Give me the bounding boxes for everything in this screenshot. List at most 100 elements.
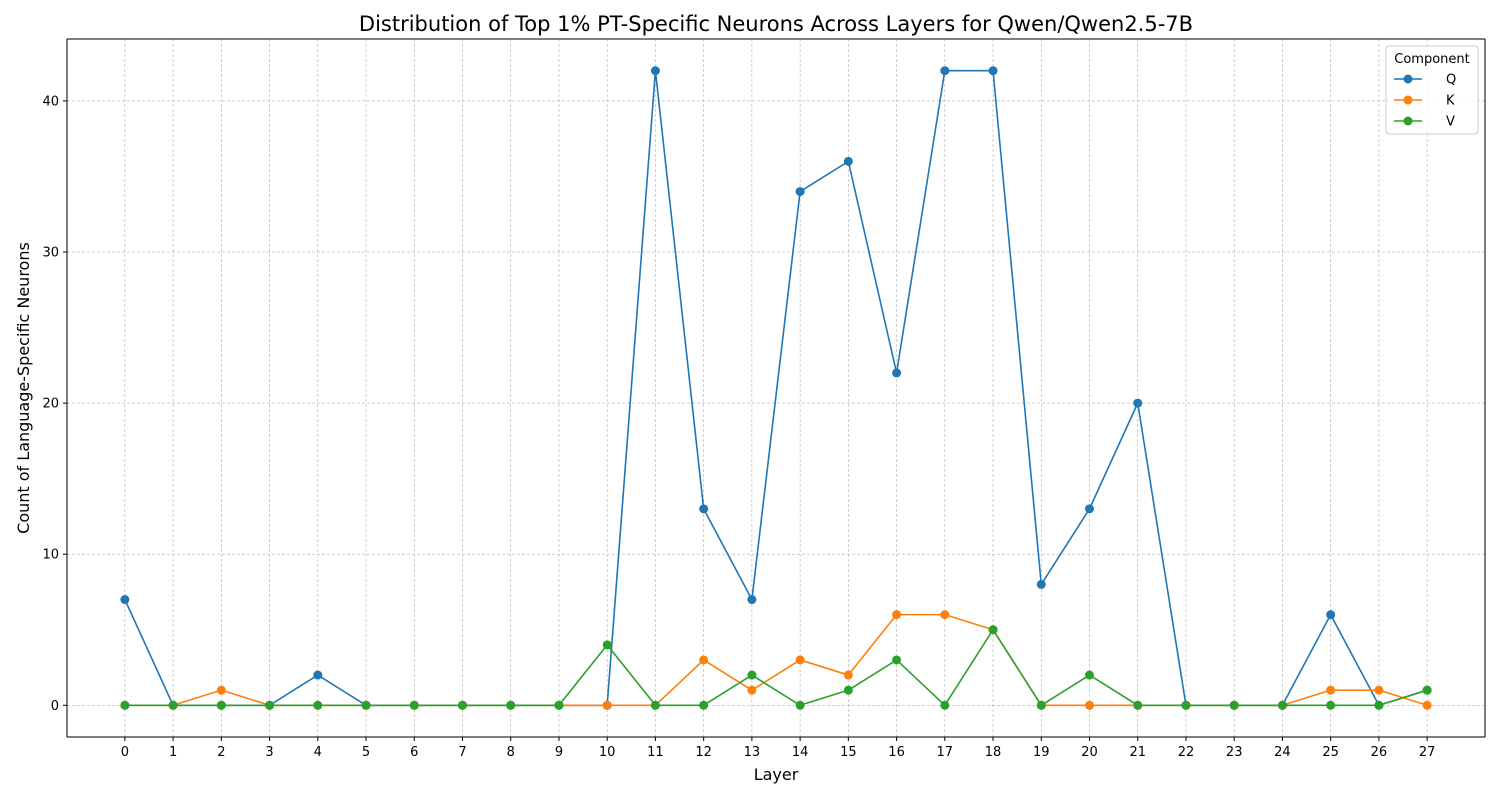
series-q	[120, 66, 1432, 710]
legend-box	[1385, 45, 1479, 135]
data-point-v	[843, 685, 853, 695]
x-tick-label: 7	[458, 745, 466, 760]
x-tick-label: 2	[217, 745, 225, 760]
legend-title: Component	[1394, 52, 1469, 67]
data-point-v	[1326, 700, 1336, 710]
legend-item-v: V	[1394, 115, 1455, 130]
series-layer	[120, 66, 1432, 710]
series-line-q	[124, 69, 1428, 707]
data-point-v	[1229, 700, 1239, 710]
x-tick-label: 4	[314, 745, 322, 760]
data-point-v	[602, 640, 612, 650]
data-point-v	[1133, 700, 1143, 710]
x-tick-label: 24	[1274, 745, 1291, 760]
data-point-q	[747, 595, 757, 605]
y-tick-label: 40	[42, 94, 59, 109]
data-point-q	[120, 595, 130, 605]
y-axis: 0 10 20 30 40	[42, 94, 67, 714]
x-tick-label: 19	[1033, 745, 1050, 760]
data-point-v	[650, 700, 660, 710]
data-point-v	[1374, 700, 1384, 710]
data-point-v	[361, 700, 371, 710]
data-point-v	[1422, 685, 1432, 695]
data-point-q	[988, 66, 998, 76]
x-tick-label: 26	[1371, 745, 1388, 760]
x-tick-label: 17	[937, 745, 954, 760]
data-point-q	[843, 156, 853, 166]
data-point-q	[940, 66, 950, 76]
x-tick-label: 23	[1226, 745, 1243, 760]
x-tick-label: 25	[1322, 745, 1339, 760]
data-point-v	[1277, 700, 1287, 710]
data-point-v	[120, 700, 130, 710]
x-tick-label: 22	[1178, 745, 1195, 760]
data-point-k	[843, 670, 853, 680]
x-tick-label: 18	[985, 745, 1002, 760]
y-tick-label: 20	[42, 397, 59, 412]
data-point-v	[747, 670, 757, 680]
data-point-q	[1326, 610, 1336, 620]
data-point-k	[940, 610, 950, 620]
legend-marker	[1403, 116, 1413, 126]
data-point-k	[1085, 700, 1095, 710]
data-point-v	[313, 700, 323, 710]
series-line-k	[124, 613, 1428, 707]
data-point-q	[1133, 398, 1143, 408]
legend-item-q: Q	[1394, 73, 1456, 88]
data-point-k	[216, 685, 226, 695]
x-axis: 0 1 2 3 4 5 6 7 8 9 10 11 12 13 14 15 16 17 18 19 20 21 22 23 24…	[121, 737, 1436, 760]
x-tick-label: 11	[647, 745, 664, 760]
data-point-q	[313, 670, 323, 680]
data-point-v	[699, 700, 709, 710]
x-tick-label: 27	[1419, 745, 1436, 760]
x-tick-label: 3	[265, 745, 273, 760]
legend: Component QKV	[1385, 45, 1479, 135]
data-point-q	[650, 66, 660, 76]
data-point-v	[265, 700, 275, 710]
legend-marker	[1403, 74, 1413, 84]
data-point-q	[699, 504, 709, 514]
data-point-k	[795, 655, 805, 665]
x-tick-label: 6	[410, 745, 418, 760]
x-tick-label: 1	[169, 745, 177, 760]
x-tick-label: 21	[1129, 745, 1146, 760]
grid	[67, 39, 1485, 737]
data-point-v	[168, 700, 178, 710]
x-tick-label: 0	[121, 745, 129, 760]
x-tick-label: 13	[744, 745, 761, 760]
data-point-v	[409, 700, 419, 710]
data-point-v	[506, 700, 516, 710]
x-tick-label: 5	[362, 745, 370, 760]
data-point-k	[1422, 700, 1432, 710]
data-point-q	[1036, 579, 1046, 589]
data-point-k	[699, 655, 709, 665]
data-point-q	[1085, 504, 1095, 514]
x-tick-label: 20	[1081, 745, 1098, 760]
data-point-v	[1085, 670, 1095, 680]
data-point-v	[940, 700, 950, 710]
data-point-k	[602, 700, 612, 710]
chart-title: Distribution of Top 1% PT-Specific Neuro…	[359, 12, 1193, 36]
data-point-k	[1374, 685, 1384, 695]
x-tick-label: 15	[840, 745, 857, 760]
series-k	[120, 610, 1432, 710]
legend-item-k: K	[1394, 94, 1455, 109]
x-tick-label: 10	[599, 745, 616, 760]
data-point-v	[988, 625, 998, 635]
plot-area-frame	[66, 38, 1486, 738]
legend-label: V	[1446, 115, 1455, 130]
data-point-v	[795, 700, 805, 710]
legend-label: Q	[1446, 73, 1456, 88]
series-line-v	[124, 628, 1428, 707]
data-point-v	[892, 655, 902, 665]
data-point-q	[795, 187, 805, 197]
y-tick-label: 0	[51, 699, 59, 714]
data-point-k	[1326, 685, 1336, 695]
legend-label: K	[1446, 94, 1455, 109]
data-point-v	[216, 700, 226, 710]
x-tick-label: 14	[792, 745, 809, 760]
y-tick-label: 10	[42, 548, 59, 563]
data-point-q	[892, 368, 902, 378]
x-tick-label: 9	[555, 745, 563, 760]
x-axis-title: Layer	[754, 765, 799, 784]
